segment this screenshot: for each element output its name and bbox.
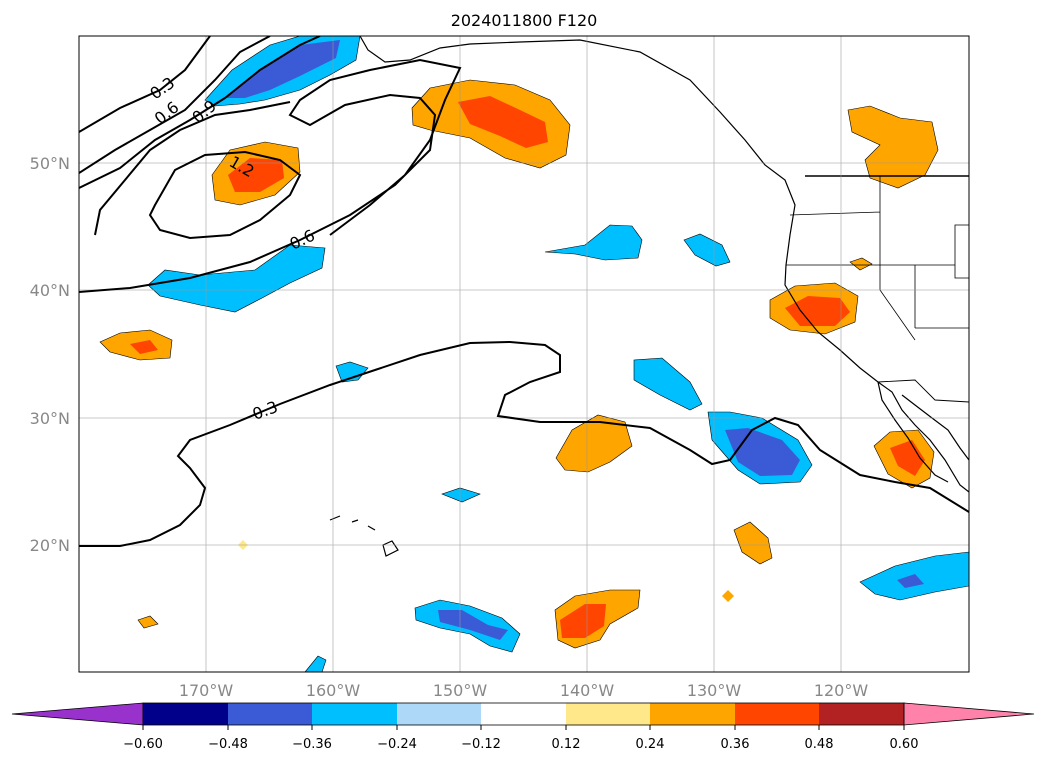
positive-anomaly-interior bbox=[847, 105, 939, 189]
positive-core-36n bbox=[130, 340, 158, 354]
contour-0.9 bbox=[79, 36, 321, 189]
alaska-coastline bbox=[359, 36, 969, 493]
map-panel: 0.3 0.6 0.9 1.2 0.6 0.3 bbox=[78, 35, 970, 673]
negative-blob-43n-a bbox=[544, 224, 643, 261]
colorbar-tick-label: −0.24 bbox=[377, 737, 417, 752]
positive-dot-16n bbox=[722, 590, 734, 602]
colorbar-tick-label: 0.24 bbox=[636, 737, 665, 752]
contour-0.6-north bbox=[79, 36, 271, 174]
colorbar-tick-label: 0.36 bbox=[721, 737, 750, 752]
positive-core-california bbox=[785, 296, 850, 326]
colorbar-tick-label: 0.48 bbox=[805, 737, 834, 752]
lon-label: 120°W bbox=[814, 681, 869, 700]
colorbar-segment bbox=[481, 703, 566, 725]
positive-core-baja bbox=[890, 440, 925, 476]
colorbar-tick-label: −0.12 bbox=[461, 737, 501, 752]
shaded-anomaly-fields bbox=[99, 36, 969, 672]
lat-label: 50°N bbox=[30, 154, 70, 173]
colorbar: −0.60 −0.48 −0.36 −0.24 −0.12 0.12 0.24 … bbox=[11, 702, 1035, 752]
negative-core-17n bbox=[897, 574, 924, 588]
colorbar-frame bbox=[142, 702, 905, 726]
hawaii-islands bbox=[329, 515, 399, 557]
gridlines bbox=[79, 36, 969, 672]
colorbar-extend-min bbox=[11, 702, 144, 726]
positive-core-west bbox=[228, 158, 284, 192]
colorbar-tick-label: −0.36 bbox=[292, 737, 332, 752]
lon-label: 140°W bbox=[560, 681, 615, 700]
negative-blob-33n bbox=[633, 357, 703, 411]
lon-label: 130°W bbox=[687, 681, 742, 700]
colorbar-segment bbox=[566, 703, 650, 725]
baja-peninsula bbox=[877, 381, 949, 483]
us-mexico-border bbox=[877, 379, 969, 403]
latitude-labels: 20°N 30°N 40°N 50°N bbox=[30, 154, 70, 555]
positive-anomaly-28n bbox=[555, 414, 633, 473]
lat-label: 40°N bbox=[30, 281, 70, 300]
negative-patch-bottom bbox=[304, 655, 327, 672]
negative-blob-43n-b bbox=[683, 233, 731, 267]
lon-label: 150°W bbox=[433, 681, 488, 700]
colorbar-tick-label: 0.60 bbox=[890, 737, 919, 752]
contour-0.3-north bbox=[79, 36, 211, 133]
gulf-of-california bbox=[901, 394, 969, 461]
negative-core-13n bbox=[438, 610, 508, 640]
longitude-labels: 170°W 160°W 150°W 140°W 130°W 120°W bbox=[179, 681, 869, 700]
positive-core-gulf bbox=[458, 96, 548, 148]
positive-core-13n bbox=[560, 604, 606, 638]
colorbar-segment bbox=[228, 703, 312, 725]
colorbar-segment bbox=[650, 703, 735, 725]
contour-0.6-inner bbox=[94, 101, 291, 236]
colorbar-segment bbox=[735, 703, 819, 725]
us-state-lines bbox=[786, 176, 969, 341]
contour-0.6-loop bbox=[79, 58, 462, 293]
colorbar-tick-label: −0.48 bbox=[208, 737, 248, 752]
colorbar-segment bbox=[143, 703, 228, 725]
colorbar-segment bbox=[312, 703, 397, 725]
colorbar-tick-label: −0.60 bbox=[123, 737, 163, 752]
land-outlines bbox=[329, 36, 969, 557]
colorbar-tick-label: 0.12 bbox=[552, 737, 581, 752]
map-frame bbox=[78, 35, 970, 673]
lon-label: 160°W bbox=[306, 681, 361, 700]
positive-blob-20n bbox=[733, 521, 773, 565]
positive-dot-14n bbox=[137, 615, 159, 629]
contour-0.3-south bbox=[79, 340, 969, 547]
lon-label: 170°W bbox=[179, 681, 234, 700]
contour-lines bbox=[79, 36, 969, 547]
positive-blob-42n bbox=[849, 257, 873, 271]
lat-label: 20°N bbox=[30, 536, 70, 555]
negative-core-alaska bbox=[225, 40, 340, 98]
figure-title: 2024011800 F120 bbox=[451, 11, 598, 30]
colorbar-segment bbox=[819, 703, 904, 725]
negative-blob-24n bbox=[441, 487, 481, 503]
colorbar-extend-max bbox=[903, 702, 1035, 726]
colorbar-segment bbox=[397, 703, 481, 725]
colorbar-ticks bbox=[142, 725, 905, 730]
lat-label: 30°N bbox=[30, 409, 70, 428]
contour-1.2-loop bbox=[148, 150, 302, 240]
